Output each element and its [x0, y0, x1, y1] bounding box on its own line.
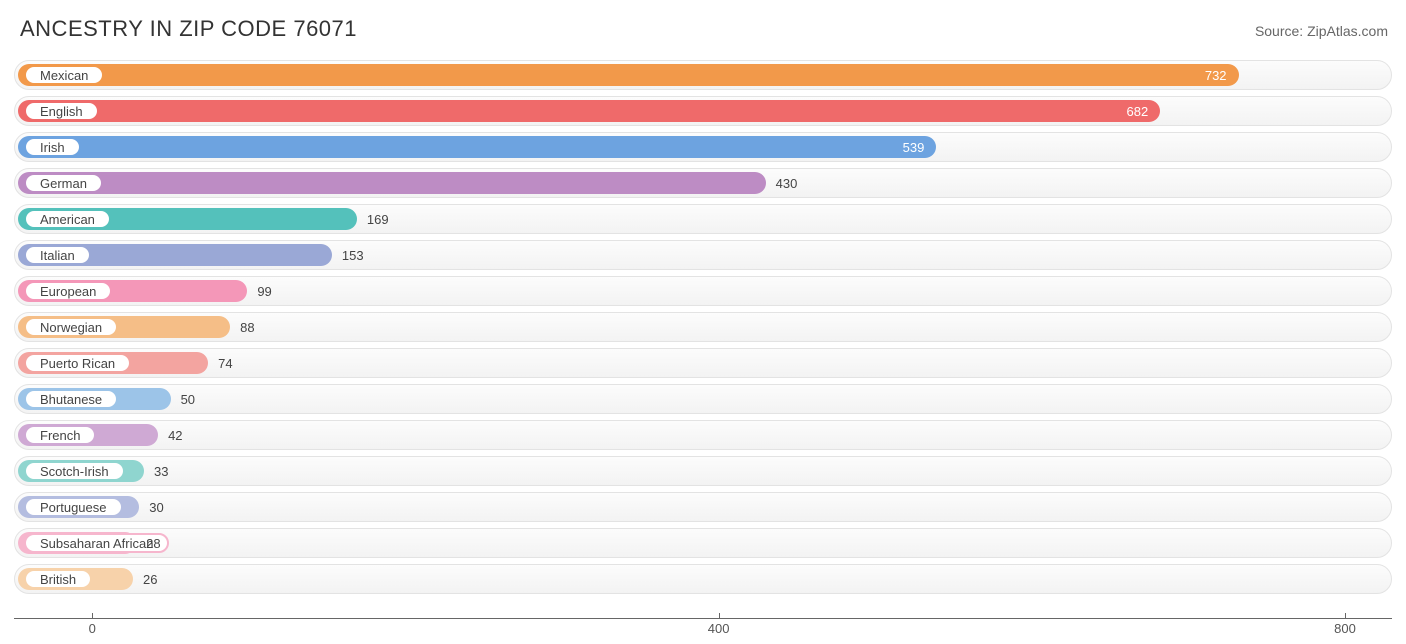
bar-row: Portuguese 30: [14, 492, 1392, 522]
bar: [18, 100, 1160, 122]
axis-tick-label: 0: [89, 621, 96, 636]
axis-tick: [92, 613, 93, 619]
bar-row: Subsaharan African28: [14, 528, 1392, 558]
bar-value: 539: [903, 132, 925, 162]
bar-track: [14, 420, 1392, 450]
bar-value: 74: [218, 348, 232, 378]
chart-rows: Mexican 732 English 682 Irish 539 German 430 Ame…: [14, 60, 1392, 594]
x-axis: 0 400 800: [14, 618, 1392, 638]
bar: [18, 64, 1239, 86]
bar-value: 30: [149, 492, 163, 522]
bar-label-pill: Bhutanese: [24, 389, 118, 409]
bar-row: European 99: [14, 276, 1392, 306]
bar-row: Italian 153: [14, 240, 1392, 270]
bar-track: [14, 384, 1392, 414]
bar-value: 42: [168, 420, 182, 450]
bar-label-pill: Irish: [24, 137, 81, 157]
bar: [18, 172, 766, 194]
axis-tick-label: 400: [708, 621, 730, 636]
bar-row: English 682: [14, 96, 1392, 126]
bar-label-pill: British: [24, 569, 92, 589]
bar-value: 169: [367, 204, 389, 234]
bar-value: 153: [342, 240, 364, 270]
bar-value: 682: [1127, 96, 1149, 126]
bar-value: 26: [143, 564, 157, 594]
bar-row: American 169: [14, 204, 1392, 234]
bar-row: Puerto Rican 74: [14, 348, 1392, 378]
bar-label-pill: Puerto Rican: [24, 353, 131, 373]
bar-value: 732: [1205, 60, 1227, 90]
bar-value: 99: [257, 276, 271, 306]
bar-row: Bhutanese 50: [14, 384, 1392, 414]
bar-row: German 430: [14, 168, 1392, 198]
chart-title: ANCESTRY IN ZIP CODE 76071: [20, 16, 357, 42]
bar-label-pill: American: [24, 209, 111, 229]
bar-value: 50: [181, 384, 195, 414]
bar-track: [14, 564, 1392, 594]
bar-row: Norwegian 88: [14, 312, 1392, 342]
chart-source: Source: ZipAtlas.com: [1255, 23, 1388, 39]
bar: [18, 136, 936, 158]
bar-row: Scotch-Irish 33: [14, 456, 1392, 486]
bar-value: 28: [146, 528, 160, 558]
chart-header: ANCESTRY IN ZIP CODE 76071 Source: ZipAt…: [14, 10, 1392, 60]
bar-value: 88: [240, 312, 254, 342]
ancestry-chart: ANCESTRY IN ZIP CODE 76071 Source: ZipAt…: [0, 0, 1406, 644]
bar-label-pill: French: [24, 425, 96, 445]
bar-value: 33: [154, 456, 168, 486]
bar-row: French 42: [14, 420, 1392, 450]
axis-tick: [719, 613, 720, 619]
bar-row: British 26: [14, 564, 1392, 594]
axis-tick: [1345, 613, 1346, 619]
bar-label-pill: European: [24, 281, 112, 301]
axis-tick-label: 800: [1334, 621, 1356, 636]
bar-label-pill: English: [24, 101, 99, 121]
bar-row: Mexican 732: [14, 60, 1392, 90]
bar-track: [14, 492, 1392, 522]
bar-label-pill: Mexican: [24, 65, 104, 85]
bar-label-pill: Portuguese: [24, 497, 123, 517]
bar-label-pill: Scotch-Irish: [24, 461, 125, 481]
bar-label-pill: Italian: [24, 245, 91, 265]
bar-value: 430: [776, 168, 798, 198]
bar-label-pill: German: [24, 173, 103, 193]
bar-row: Irish 539: [14, 132, 1392, 162]
bar-track: [14, 528, 1392, 558]
bar-track: [14, 456, 1392, 486]
bar-label-pill: Norwegian: [24, 317, 118, 337]
